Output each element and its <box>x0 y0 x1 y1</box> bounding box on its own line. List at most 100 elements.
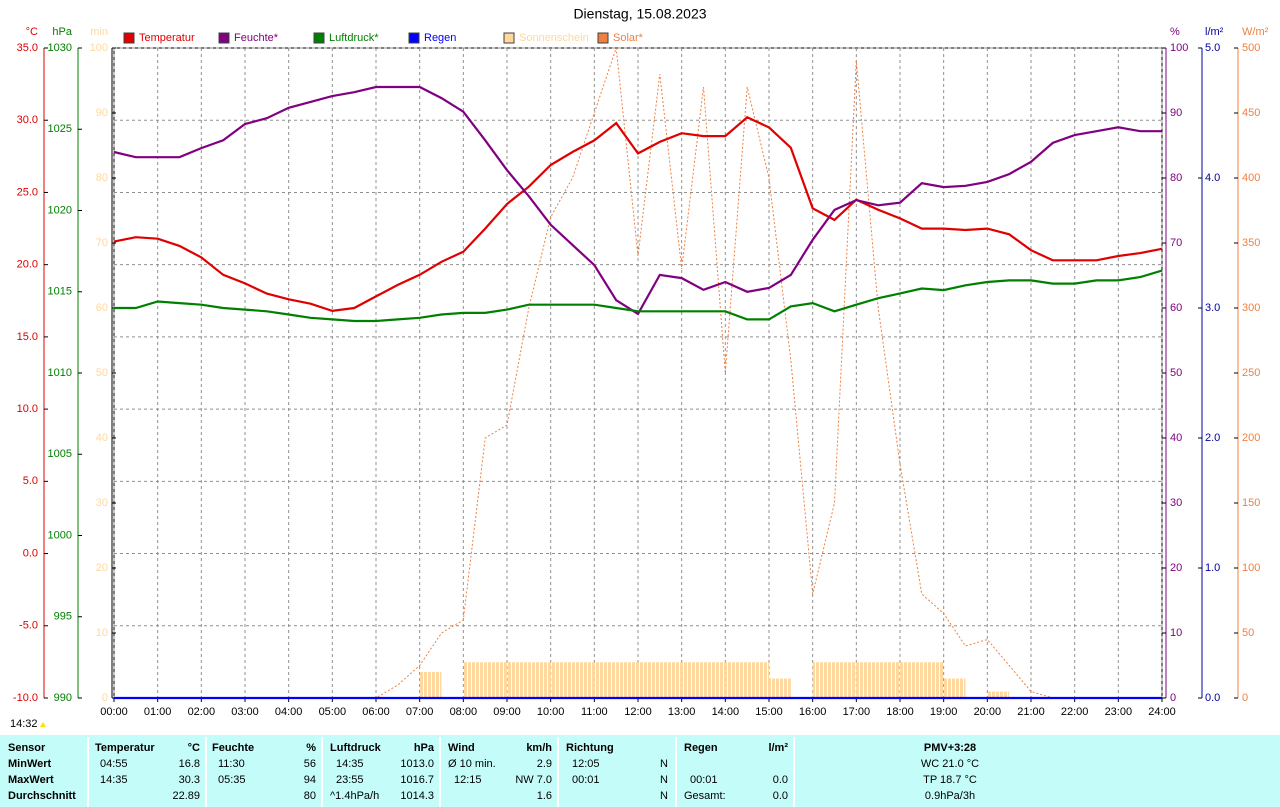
y-tick-label: 100 <box>1242 562 1260 574</box>
x-tick-label: 11:00 <box>581 706 608 718</box>
table-cell: MinWert <box>8 758 52 770</box>
table-cell: 16.8 <box>179 758 200 770</box>
table-header: °C <box>188 742 200 754</box>
legend-swatch <box>313 32 325 44</box>
y-tick-label: 500 <box>1242 42 1260 54</box>
y-tick-label: 1020 <box>48 204 72 216</box>
y-tick-label: 50 <box>96 367 108 379</box>
table-header: Sensor <box>8 742 46 754</box>
table-cell: 30.3 <box>179 774 200 786</box>
legend-swatch <box>597 32 609 44</box>
table-header: hPa <box>414 742 435 754</box>
table-cell: 0.9hPa/3h <box>925 790 975 802</box>
y-tick-label: 0 <box>1170 692 1176 704</box>
footer-time: 14:32 <box>10 718 38 730</box>
y-tick-label: 60 <box>1170 302 1182 314</box>
table-cell: Durchschnitt <box>8 790 76 802</box>
x-tick-label: 07:00 <box>406 706 434 718</box>
y-tick-label: 4.0 <box>1205 172 1220 184</box>
y-tick-label: 450 <box>1242 107 1260 119</box>
table-cell: 04:55 <box>100 758 128 770</box>
table-cell: 14:35 <box>336 758 364 770</box>
table-header: Richtung <box>566 742 614 754</box>
sunshine-bar <box>725 662 748 698</box>
y-tick-label: 30 <box>96 497 108 509</box>
y-tick-label: 30 <box>1170 497 1182 509</box>
table-cell: 22.89 <box>172 790 200 802</box>
sunshine-bar <box>528 662 551 698</box>
y-tick-label: 10.0 <box>17 403 38 415</box>
table-cell: 80 <box>304 790 316 802</box>
x-tick-label: 05:00 <box>319 706 347 718</box>
legend-swatch <box>123 32 135 44</box>
y-tick-label: 70 <box>1170 237 1182 249</box>
y-tick-label: 80 <box>1170 172 1182 184</box>
y-tick-label: 1015 <box>48 286 72 298</box>
sunshine-bar <box>507 662 529 698</box>
y-tick-label: 0 <box>1242 692 1248 704</box>
table-background <box>0 735 1280 807</box>
y-tick-label: 100 <box>1170 42 1188 54</box>
y-tick-label: 0.0 <box>1205 692 1220 704</box>
sunshine-bar <box>463 662 486 698</box>
legend-swatch <box>408 32 420 44</box>
legend-label: Sonnenschein <box>519 32 589 44</box>
y-tick-label: 1005 <box>48 448 72 460</box>
y-tick-label: -5.0 <box>19 620 38 632</box>
sunshine-bar <box>659 662 682 698</box>
series-line <box>114 269 1163 323</box>
table-cell: 00:01 <box>572 774 600 786</box>
table-cell: 0.0 <box>773 774 788 786</box>
x-tick-label: 06:00 <box>362 706 390 718</box>
x-tick-label: 14:00 <box>712 706 740 718</box>
table-cell: 12:05 <box>572 758 600 770</box>
y-tick-label: 5.0 <box>23 475 38 487</box>
solar-line <box>114 47 1162 699</box>
axis-unit: °C <box>26 26 38 38</box>
series-line <box>113 85 1162 316</box>
x-tick-label: 08:00 <box>450 706 478 718</box>
series-line <box>113 116 1163 313</box>
table-cell: N <box>660 790 668 802</box>
y-tick-label: 1010 <box>48 367 72 379</box>
table-cell: WC 21.0 °C <box>921 758 979 770</box>
y-tick-label: 400 <box>1242 172 1260 184</box>
x-tick-label: 10:00 <box>537 706 565 718</box>
y-tick-label: 990 <box>54 692 72 704</box>
y-tick-label: 1.0 <box>1205 562 1220 574</box>
table-cell: 94 <box>304 774 316 786</box>
legend-label: Solar* <box>613 32 644 44</box>
y-tick-label: 0.0 <box>23 547 38 559</box>
y-tick-label: 40 <box>96 432 108 444</box>
table-cell: TP 18.7 °C <box>923 774 977 786</box>
x-tick-label: 16:00 <box>799 706 827 718</box>
y-tick-label: -10.0 <box>13 692 38 704</box>
y-tick-label: 35.0 <box>17 42 38 54</box>
y-tick-label: 10 <box>96 627 108 639</box>
sunshine-bar <box>703 662 726 698</box>
y-tick-label: 70 <box>96 237 108 249</box>
y-tick-label: 20 <box>96 562 108 574</box>
x-tick-label: 12:00 <box>624 706 652 718</box>
table-header: Feuchte <box>212 742 254 754</box>
x-tick-label: 13:00 <box>668 706 696 718</box>
y-tick-label: 50 <box>1242 627 1254 639</box>
sunshine-bar <box>834 662 857 698</box>
y-tick-label: 10 <box>1170 627 1182 639</box>
x-tick-label: 01:00 <box>144 706 172 718</box>
table-cell: ^1.4hPa/h <box>330 790 379 802</box>
x-tick-label: 22:00 <box>1061 706 1089 718</box>
legend-swatch <box>503 32 515 44</box>
table-cell: 0.0 <box>773 790 788 802</box>
axis-unit: % <box>1170 26 1180 38</box>
x-tick-label: 17:00 <box>843 706 871 718</box>
sunshine-bar <box>419 672 442 698</box>
y-tick-label: 250 <box>1242 367 1260 379</box>
table-header: km/h <box>526 742 552 754</box>
sunshine-bar <box>594 662 617 698</box>
sunshine-bar <box>856 662 879 698</box>
sunshine-bar <box>638 662 660 698</box>
y-tick-label: 5.0 <box>1205 42 1220 54</box>
table-header: Luftdruck <box>330 742 382 754</box>
